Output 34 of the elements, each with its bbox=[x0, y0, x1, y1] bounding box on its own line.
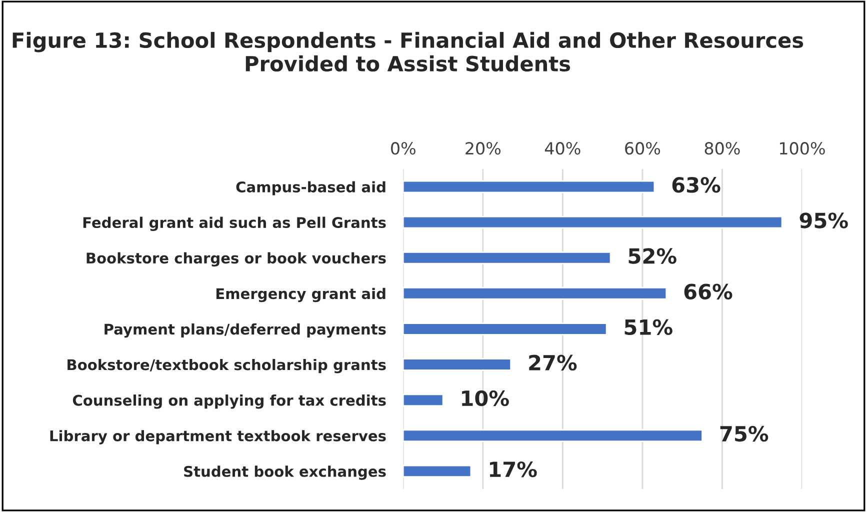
y-tick-label: Payment plans/deferred payments bbox=[104, 323, 386, 338]
x-tick-label: 40% bbox=[544, 142, 580, 155]
data-label: 27% bbox=[529, 354, 577, 371]
x-tick-label: 100% bbox=[780, 142, 825, 155]
data-label: 66% bbox=[684, 284, 732, 300]
bar bbox=[403, 358, 512, 371]
data-label: 75% bbox=[720, 426, 768, 442]
data-label: 51% bbox=[624, 319, 672, 336]
data-label: 10% bbox=[462, 390, 509, 406]
bar bbox=[403, 287, 668, 300]
bar bbox=[403, 251, 612, 264]
y-tick-label: Campus-based aid bbox=[236, 181, 386, 196]
data-label: 52% bbox=[628, 248, 676, 264]
data-label: 63% bbox=[672, 177, 720, 193]
bar bbox=[403, 429, 703, 442]
x-tick-label: 80% bbox=[704, 142, 740, 155]
bar bbox=[403, 322, 608, 336]
bar bbox=[403, 464, 472, 478]
data-label: 17% bbox=[490, 461, 537, 478]
x-tick-label: 20% bbox=[466, 142, 501, 155]
y-tick-label: Library or department textbook reserves bbox=[50, 430, 386, 444]
y-tick-label: Counseling on applying for tax credits bbox=[72, 394, 386, 409]
y-tick-label: Bookstore charges or book vouchers bbox=[86, 252, 386, 267]
y-tick-label: Emergency grant aid bbox=[216, 288, 386, 302]
bar bbox=[403, 394, 444, 406]
bar bbox=[403, 216, 783, 229]
bar bbox=[403, 180, 656, 194]
x-tick-label: 60% bbox=[625, 142, 660, 155]
data-label: 95% bbox=[800, 212, 848, 228]
y-tick-label: Bookstore/textbook scholarship grants bbox=[68, 358, 386, 374]
x-tick-label: 0% bbox=[391, 142, 416, 155]
y-tick-label: Student book exchanges bbox=[184, 466, 386, 480]
chart-title: Figure 13: School Respondents - Financial Aid and Other Resources Provided to Assist Students bbox=[12, 32, 804, 72]
y-tick-label: Federal grant aid such as Pell Grants bbox=[83, 216, 386, 231]
